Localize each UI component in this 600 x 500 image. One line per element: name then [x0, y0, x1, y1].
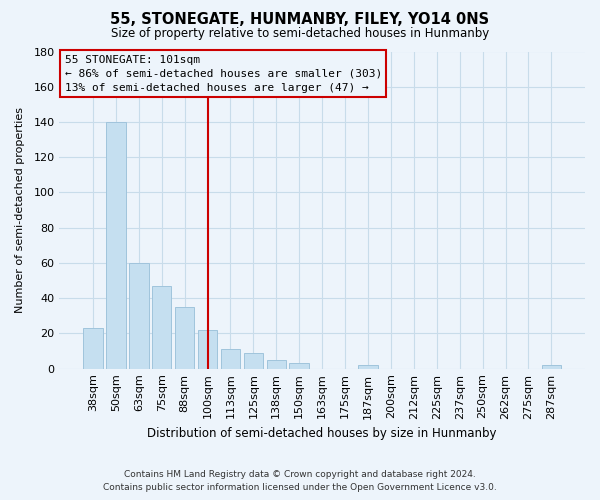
Text: 55, STONEGATE, HUNMANBY, FILEY, YO14 0NS: 55, STONEGATE, HUNMANBY, FILEY, YO14 0NS — [110, 12, 490, 28]
Bar — [106, 122, 125, 368]
Y-axis label: Number of semi-detached properties: Number of semi-detached properties — [15, 107, 25, 313]
Bar — [266, 360, 286, 368]
Bar — [152, 286, 172, 368]
Bar — [83, 328, 103, 368]
Bar — [221, 350, 240, 368]
Bar — [542, 365, 561, 368]
Bar — [358, 365, 378, 368]
Bar — [198, 330, 217, 368]
Bar — [289, 364, 309, 368]
Text: 55 STONEGATE: 101sqm
← 86% of semi-detached houses are smaller (303)
13% of semi: 55 STONEGATE: 101sqm ← 86% of semi-detac… — [65, 54, 382, 92]
X-axis label: Distribution of semi-detached houses by size in Hunmanby: Distribution of semi-detached houses by … — [148, 427, 497, 440]
Bar — [129, 263, 149, 368]
Text: Size of property relative to semi-detached houses in Hunmanby: Size of property relative to semi-detach… — [111, 28, 489, 40]
Bar — [175, 307, 194, 368]
Text: Contains HM Land Registry data © Crown copyright and database right 2024.
Contai: Contains HM Land Registry data © Crown c… — [103, 470, 497, 492]
Bar — [244, 353, 263, 368]
